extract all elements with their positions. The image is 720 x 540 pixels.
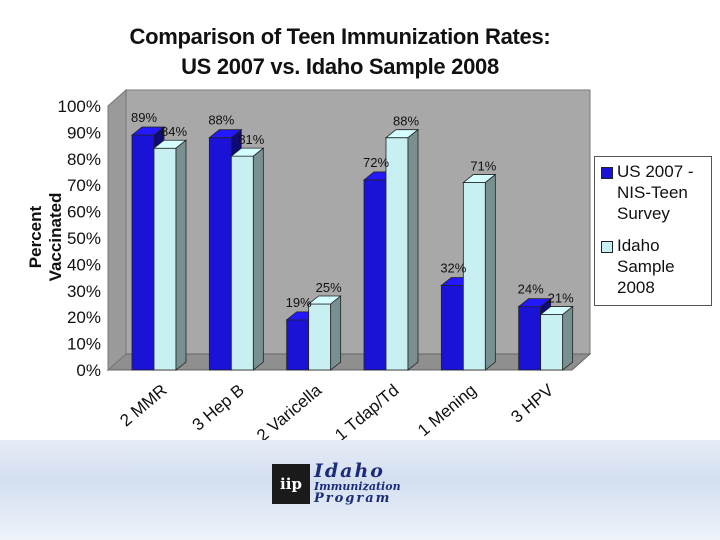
footer-background: [0, 440, 720, 540]
legend-swatch-idaho: [601, 241, 613, 253]
data-label-us: 88%: [208, 113, 234, 128]
legend-label-idaho-line-1: Idaho: [617, 236, 660, 255]
bar-front: [518, 306, 542, 371]
y-tick-label: 100%: [58, 97, 101, 116]
y-tick-label: 40%: [67, 255, 101, 274]
program-logo: iip Idaho Immunization Program: [272, 460, 442, 506]
data-label-us: 72%: [363, 155, 389, 170]
bar-front: [462, 182, 486, 371]
bar-front: [308, 303, 332, 371]
x-tick-label: 1 Mening: [414, 381, 480, 440]
bar-front: [230, 155, 254, 371]
bar-idaho-2008: [307, 295, 342, 371]
bar-idaho-2008: [230, 147, 265, 371]
x-tick-label: 2 MMR: [116, 381, 170, 431]
y-tick-label: 50%: [67, 229, 101, 248]
bar-idaho-2008: [462, 173, 497, 371]
data-label-idaho: 25%: [316, 280, 342, 295]
bar-front: [131, 134, 155, 371]
data-label-idaho: 21%: [548, 291, 574, 306]
data-label-us: 32%: [440, 261, 466, 276]
data-label-us: 89%: [131, 110, 157, 125]
logo-line-3: Program: [314, 491, 392, 506]
chart-title-line-2: US 2007 vs. Idaho Sample 2008: [181, 54, 499, 79]
y-tick-label: 70%: [67, 176, 101, 195]
x-tick-label: 2 Varicella: [253, 380, 325, 440]
bar-idaho-2008: [539, 305, 574, 371]
chart-side-wall: [107, 88, 127, 372]
data-label-idaho: 84%: [161, 124, 187, 139]
y-tick-labels-group: 0% 10% 20% 30% 40% 50% 60% 70% 80% 90% 100%: [58, 97, 101, 380]
y-tick-label: 10%: [67, 335, 101, 354]
data-label-us: 24%: [518, 282, 544, 297]
y-tick-label: 80%: [67, 150, 101, 169]
data-label-us: 19%: [286, 295, 312, 310]
chart-title: Comparison of Teen Immunization Rates: U…: [40, 22, 640, 82]
bar-front: [208, 137, 232, 371]
bar-front: [363, 179, 387, 371]
y-tick-label: 0%: [76, 361, 101, 380]
bars-group: [130, 126, 574, 371]
logo-line-2: Immunization: [314, 480, 401, 493]
x-tick-label: 3 Hep B: [189, 381, 248, 435]
y-tick-label: 60%: [67, 203, 101, 222]
legend: US 2007 - NIS-Teen Survey Idaho Sample 2…: [594, 156, 712, 306]
bar-side: [407, 128, 419, 371]
bar-idaho-2008: [152, 139, 188, 371]
bar-idaho-2008: [384, 128, 420, 371]
bar-front: [440, 285, 464, 371]
data-label-idaho: 81%: [238, 132, 264, 147]
legend-label-idaho-line-2: Sample: [617, 257, 675, 276]
bar-front: [385, 137, 409, 371]
x-tick-label: 3 HPV: [507, 380, 557, 427]
legend-swatch-us: [601, 167, 613, 179]
bar-front: [286, 319, 310, 371]
bar-side: [484, 173, 496, 371]
chart-title-line-1: Comparison of Teen Immunization Rates:: [129, 24, 551, 49]
logo-line-1: Idaho: [314, 460, 385, 482]
data-label-idaho: 88%: [393, 114, 419, 129]
x-tick-label: 1 Tdap/Td: [331, 381, 402, 440]
y-tick-label: 20%: [67, 308, 101, 327]
logo-mark-icon: iip: [272, 464, 310, 504]
legend-label-idaho-line-3: 2008: [617, 278, 655, 297]
bar-front: [153, 147, 177, 371]
bar-front: [540, 314, 564, 371]
bar-side: [252, 147, 264, 371]
bar-side: [562, 305, 574, 371]
data-labels-group: 89% 88% 19% 72% 32% 24% 84% 81% 25% 88% 71% 21%: [131, 110, 574, 310]
y-tick-label: 90%: [67, 123, 101, 142]
legend-label-us-line-1: US 2007 -: [617, 162, 694, 181]
chart-plot: 0% 10% 20% 30% 40% 50% 60% 70% 80% 90% 100% 89% 88%…: [58, 88, 592, 440]
bar-side: [330, 295, 342, 371]
data-label-idaho: 71%: [470, 159, 496, 174]
legend-label-us-line-2: NIS-Teen: [617, 183, 688, 202]
y-tick-label: 30%: [67, 282, 101, 301]
bar-side: [175, 139, 187, 371]
legend-label-us-line-3: Survey: [617, 204, 670, 223]
